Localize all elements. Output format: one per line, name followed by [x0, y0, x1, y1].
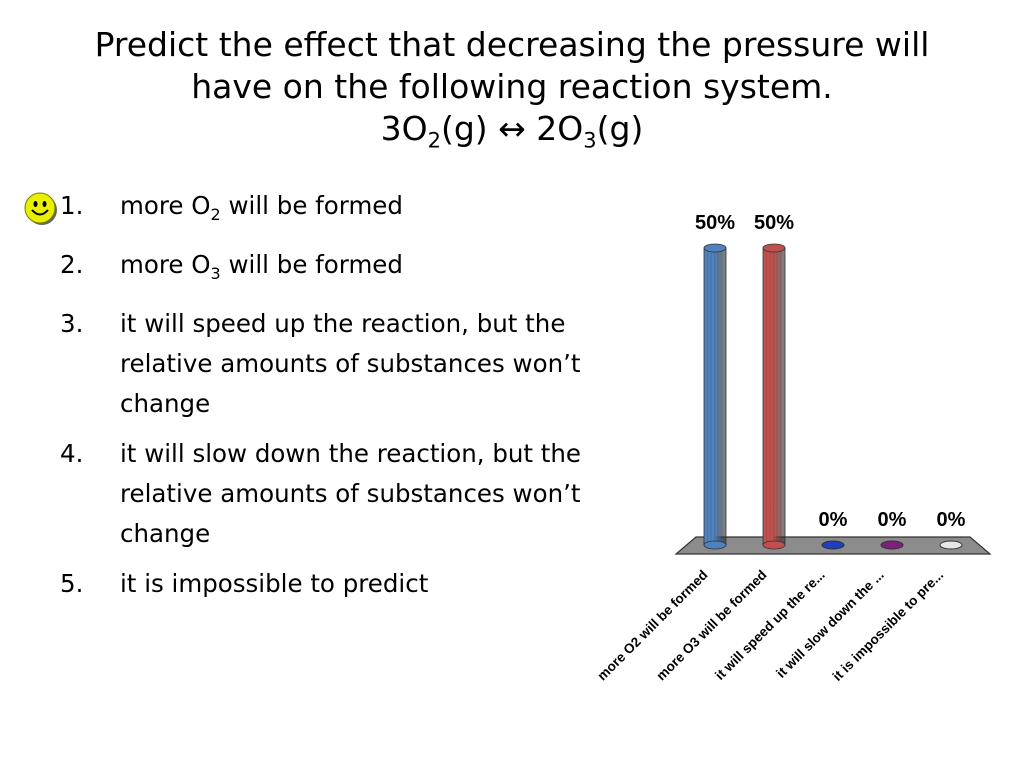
bar-5: [939, 540, 963, 550]
option-2: 2. more O3 will be formed: [60, 249, 403, 283]
title-line-2: have on the following reaction system.: [191, 67, 833, 106]
slide-title: Predict the effect that decreasing the p…: [40, 24, 984, 162]
value-label-3: 0%: [818, 509, 848, 531]
option-1: 1. more O2 will be formed: [60, 191, 403, 224]
option-5: 5. it is impossible to predict: [60, 568, 429, 598]
category-label-2: more O3 will be formed: [653, 567, 770, 684]
option-3: 3. it will speed up the reaction, but the…: [60, 308, 581, 418]
category-label-3: it will speed up the re...: [712, 567, 829, 683]
value-label-2: 50%: [753, 212, 795, 234]
category-label-5: it is impossible to pre...: [829, 567, 947, 684]
answer-options: 1. more O2 will be formed 2. more O3 will …: [60, 186, 660, 614]
title-line-1: Predict the effect that decreasing the p…: [94, 25, 930, 64]
bar-2: [762, 243, 786, 550]
bar-4: [880, 540, 904, 550]
bar-3: [821, 540, 845, 550]
value-label-4: 0%: [877, 509, 907, 531]
value-label-5: 0%: [936, 509, 966, 531]
smiley-icon: [24, 192, 57, 225]
reaction-equation: 3O2(g) ↔ 2O3(g): [380, 109, 644, 153]
category-label-4: it will slow down the ...: [773, 567, 888, 681]
chart-floor: [674, 536, 992, 555]
bar-1: [703, 243, 727, 550]
value-label-1: 50%: [694, 212, 736, 234]
option-4: 4. it will slow down the reaction, but th…: [60, 438, 582, 548]
